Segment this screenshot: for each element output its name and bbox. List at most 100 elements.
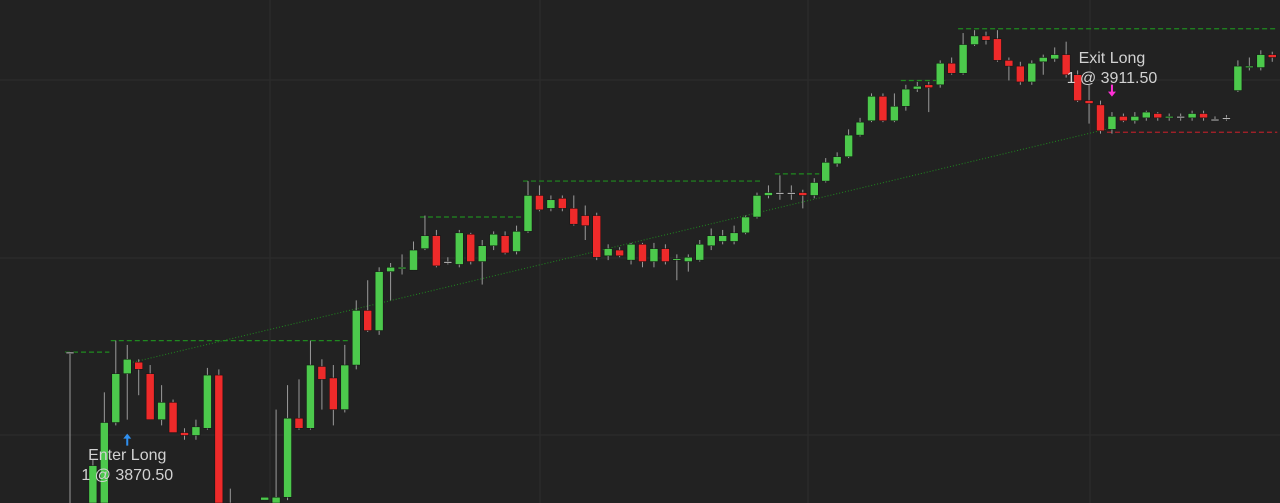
candle-body [1142, 111, 1151, 119]
candle-body [512, 231, 521, 252]
candle-body [260, 497, 269, 501]
candle-body [374, 271, 384, 331]
candle-body [1245, 65, 1254, 68]
candle-body [157, 402, 166, 420]
candle-body [535, 195, 544, 211]
candle-body [168, 402, 178, 433]
candle-body [787, 192, 796, 195]
candle-body [432, 235, 441, 267]
candle-body [924, 84, 933, 88]
candle-body [775, 192, 785, 195]
candle-body [878, 96, 888, 121]
candle-body [867, 96, 876, 121]
candle-body [386, 267, 395, 272]
candle-body [466, 234, 475, 262]
candle-body [1039, 57, 1048, 63]
candle-body [1119, 116, 1128, 121]
candle-body [1164, 116, 1174, 119]
candle-body [706, 235, 716, 247]
candle-body [397, 267, 407, 270]
candle-body [271, 497, 281, 503]
candle-body [443, 261, 453, 264]
candle-body [500, 235, 510, 254]
candle-body [1107, 116, 1117, 130]
candle-body [477, 245, 487, 262]
candle-body [123, 359, 132, 374]
candle-body [340, 364, 350, 410]
candle-body [741, 216, 750, 234]
candle-body [1210, 119, 1220, 122]
candle-body [970, 35, 979, 45]
candle-body [317, 366, 327, 380]
entry-arrow [123, 433, 132, 446]
candle-body [558, 198, 567, 209]
candle-body [729, 232, 739, 242]
trade-line [127, 127, 1113, 365]
candle-body [1222, 117, 1231, 120]
candle-body [1027, 62, 1037, 83]
candle-body [1073, 74, 1082, 101]
candle-body [695, 244, 704, 261]
candle-body [191, 426, 201, 436]
candle-body [180, 432, 189, 436]
trade-label: Exit Long [1079, 50, 1146, 67]
candle-body [546, 199, 556, 209]
candle-body [1050, 54, 1059, 60]
candle-body [947, 62, 956, 74]
candle-body [306, 364, 315, 429]
candle-body [798, 192, 808, 196]
candle-body [283, 417, 292, 498]
candle-body [329, 377, 338, 410]
candle-body [752, 195, 762, 218]
trade-detail: 1 @ 3870.50 [81, 467, 173, 484]
candle-body [1256, 54, 1266, 68]
candle-body [420, 235, 430, 249]
candle-body [111, 373, 121, 423]
candle-body [1268, 54, 1277, 58]
candle-body [672, 258, 682, 261]
candle-body [1233, 65, 1243, 91]
candle-body [901, 88, 911, 107]
candle-body [684, 256, 693, 262]
candle-body [1084, 100, 1094, 104]
candle-body [1130, 116, 1140, 121]
candle-body [1004, 60, 1014, 67]
candle-body [764, 192, 773, 196]
candle-body [958, 44, 968, 74]
candle-body [649, 248, 659, 262]
candle-body [615, 249, 624, 257]
candle-body [1153, 113, 1162, 119]
candle-body [489, 234, 498, 247]
candle-body [363, 310, 372, 331]
candle-body [855, 121, 865, 136]
candle-body [661, 248, 670, 262]
candle-body [1061, 54, 1071, 75]
candle-body [65, 351, 75, 354]
candle-body [993, 38, 1002, 61]
exit-arrow [1107, 84, 1116, 97]
candle-body [981, 35, 991, 41]
candle-body [718, 235, 727, 242]
candle-body [810, 182, 819, 196]
candle-body [626, 244, 636, 261]
candle-body [1096, 104, 1105, 132]
candle-body [592, 215, 601, 258]
candle-body [145, 373, 155, 420]
candle-body [638, 244, 647, 262]
candle-body [455, 232, 464, 265]
candle-body [1176, 116, 1185, 119]
candle-body [935, 62, 945, 86]
candle-body [569, 208, 579, 225]
candle-body [832, 156, 842, 165]
candle-body [890, 106, 899, 121]
candle-body [1016, 65, 1025, 83]
candle-body [844, 134, 853, 157]
candle-body [581, 215, 590, 226]
candle-body [603, 248, 613, 257]
candle-body [913, 85, 922, 90]
candle-body [203, 374, 212, 429]
candle-body [1199, 113, 1208, 119]
candle-body [821, 162, 830, 182]
candle-body [409, 249, 418, 271]
